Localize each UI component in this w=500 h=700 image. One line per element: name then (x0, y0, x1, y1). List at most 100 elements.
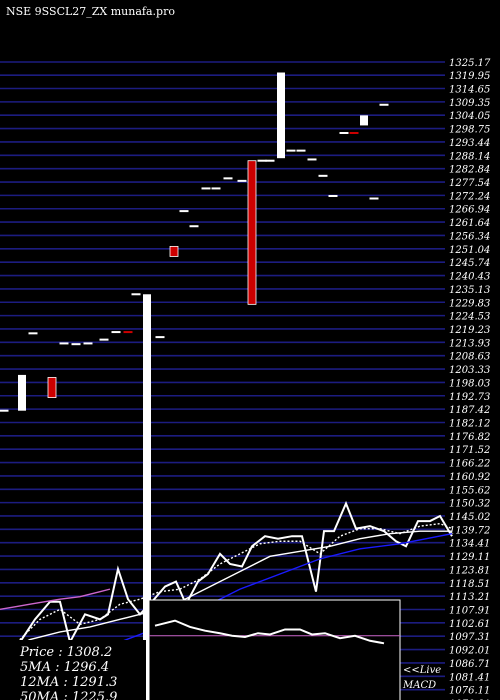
candle-bar (211, 187, 221, 190)
y-tick-labels: 1325.17 1319.95 1314.65 1309.35 1304.05 1298.… (449, 58, 491, 700)
price-line-dotted (0, 522, 453, 661)
candles (0, 72, 389, 700)
candle-bar (71, 343, 81, 346)
y-tick-label: 1245.74 (449, 258, 490, 269)
y-tick-label: 1213.93 (449, 338, 490, 349)
y-tick-label: 1266.94 (449, 205, 490, 216)
y-tick-label: 1171.52 (449, 445, 490, 456)
chart-title: NSE 9SSCL27_ZX munafa.pro (6, 5, 175, 18)
candle-bar (349, 131, 359, 134)
candle-bar (111, 331, 121, 334)
y-tick-label: 1176.82 (449, 432, 490, 443)
candle-bar (247, 160, 257, 305)
y-tick-label: 1251.04 (449, 245, 490, 256)
macd-panel (148, 599, 401, 700)
y-tick-label: 1160.92 (449, 472, 490, 483)
y-tick-label: 1240.43 (449, 272, 490, 283)
y-tick-label: 1139.72 (449, 525, 490, 536)
y-tick-label: 1304.05 (449, 111, 490, 122)
candle-bar (83, 342, 93, 345)
candle-bar (28, 332, 38, 335)
y-tick-label: 1277.54 (449, 178, 490, 189)
y-tick-label: 1203.33 (449, 365, 490, 376)
y-tick-label: 1192.73 (449, 392, 490, 403)
live-label[interactable]: <<Live (403, 665, 441, 676)
y-tick-label: 1288.14 (449, 151, 490, 162)
candle-bar (131, 293, 141, 296)
candle-bar (189, 225, 199, 228)
candle-bar (307, 158, 317, 161)
y-tick-label: 1134.41 (449, 539, 490, 550)
candle-bar (59, 342, 69, 345)
candle-bar (169, 245, 179, 257)
stat-5ma: 5MA : 1296.4 (20, 660, 109, 675)
candle-bar (369, 197, 379, 200)
candle-bar (379, 103, 389, 106)
ma12-line (0, 530, 452, 656)
y-tick-label: 1272.24 (449, 191, 490, 202)
candle-bar (143, 294, 151, 700)
y-tick-label: 1155.62 (449, 485, 490, 496)
y-tick-label: 1282.84 (449, 165, 490, 176)
stats-background (0, 640, 146, 700)
candle-bar (265, 159, 275, 162)
y-tick-label: 1081.41 (449, 672, 490, 683)
price-line (0, 500, 453, 651)
y-tick-label: 1219.23 (449, 325, 490, 336)
candle-bar (237, 179, 247, 182)
y-tick-label: 1261.64 (449, 218, 490, 229)
candle-bar (99, 338, 109, 341)
candle-bar (18, 374, 26, 411)
y-tick-label: 1256.34 (449, 231, 490, 242)
y-tick-label: 1319.95 (449, 71, 490, 82)
y-tick-label: 1145.02 (449, 512, 490, 523)
macd-line (154, 619, 385, 645)
candle-bar (47, 377, 57, 398)
candle-bar (257, 159, 267, 162)
y-tick-label: 1092.01 (449, 646, 490, 657)
macd-box (148, 599, 401, 700)
y-tick-label: 1298.75 (449, 125, 490, 136)
y-tick-label: 1325.17 (449, 58, 491, 69)
y-tick-label: 1123.81 (449, 565, 490, 576)
y-tick-label: 1118.51 (449, 579, 490, 590)
y-tick-label: 1187.42 (449, 405, 490, 416)
y-tick-label: 1208.63 (449, 352, 490, 363)
candle-bar (201, 187, 211, 190)
pink-line (0, 588, 111, 610)
stat-price: Price : 1308.2 (19, 645, 112, 660)
y-tick-label: 1235.13 (449, 285, 490, 296)
stat-12ma: 12MA : 1291.3 (20, 675, 117, 690)
y-tick-label: 1129.11 (449, 552, 490, 563)
candle-bar (223, 177, 233, 180)
candle-bar (277, 72, 285, 159)
candle-bar (155, 336, 165, 339)
candle-bar (179, 210, 189, 213)
y-tick-label: 1150.32 (449, 499, 490, 510)
y-tick-label: 1086.71 (449, 659, 490, 670)
stat-50ma: 50MA : 1225.9 (20, 690, 117, 700)
candle-bar (328, 194, 338, 197)
y-tick-label: 1113.21 (449, 592, 490, 603)
y-tick-label: 1097.31 (449, 632, 490, 643)
y-tick-label: 1293.44 (449, 138, 490, 149)
candle-bar (123, 331, 133, 334)
candle-bar (339, 131, 349, 134)
y-tick-label: 1229.83 (449, 298, 490, 309)
y-tick-label: 1102.61 (449, 619, 490, 630)
y-tick-label: 1182.12 (449, 418, 490, 429)
y-tick-label: 1224.53 (449, 312, 490, 323)
candle-bar (296, 149, 306, 152)
candle-bar (318, 174, 328, 177)
y-tick-label: 1076.11 (449, 686, 490, 697)
candle-bar (286, 149, 296, 152)
y-tick-label: 1309.35 (449, 98, 490, 109)
y-tick-label: 1166.22 (449, 459, 490, 470)
candle-bar (360, 115, 368, 126)
y-tick-label: 1314.65 (449, 85, 490, 96)
y-tick-label: 1198.03 (449, 378, 490, 389)
candle-bar (0, 409, 9, 412)
